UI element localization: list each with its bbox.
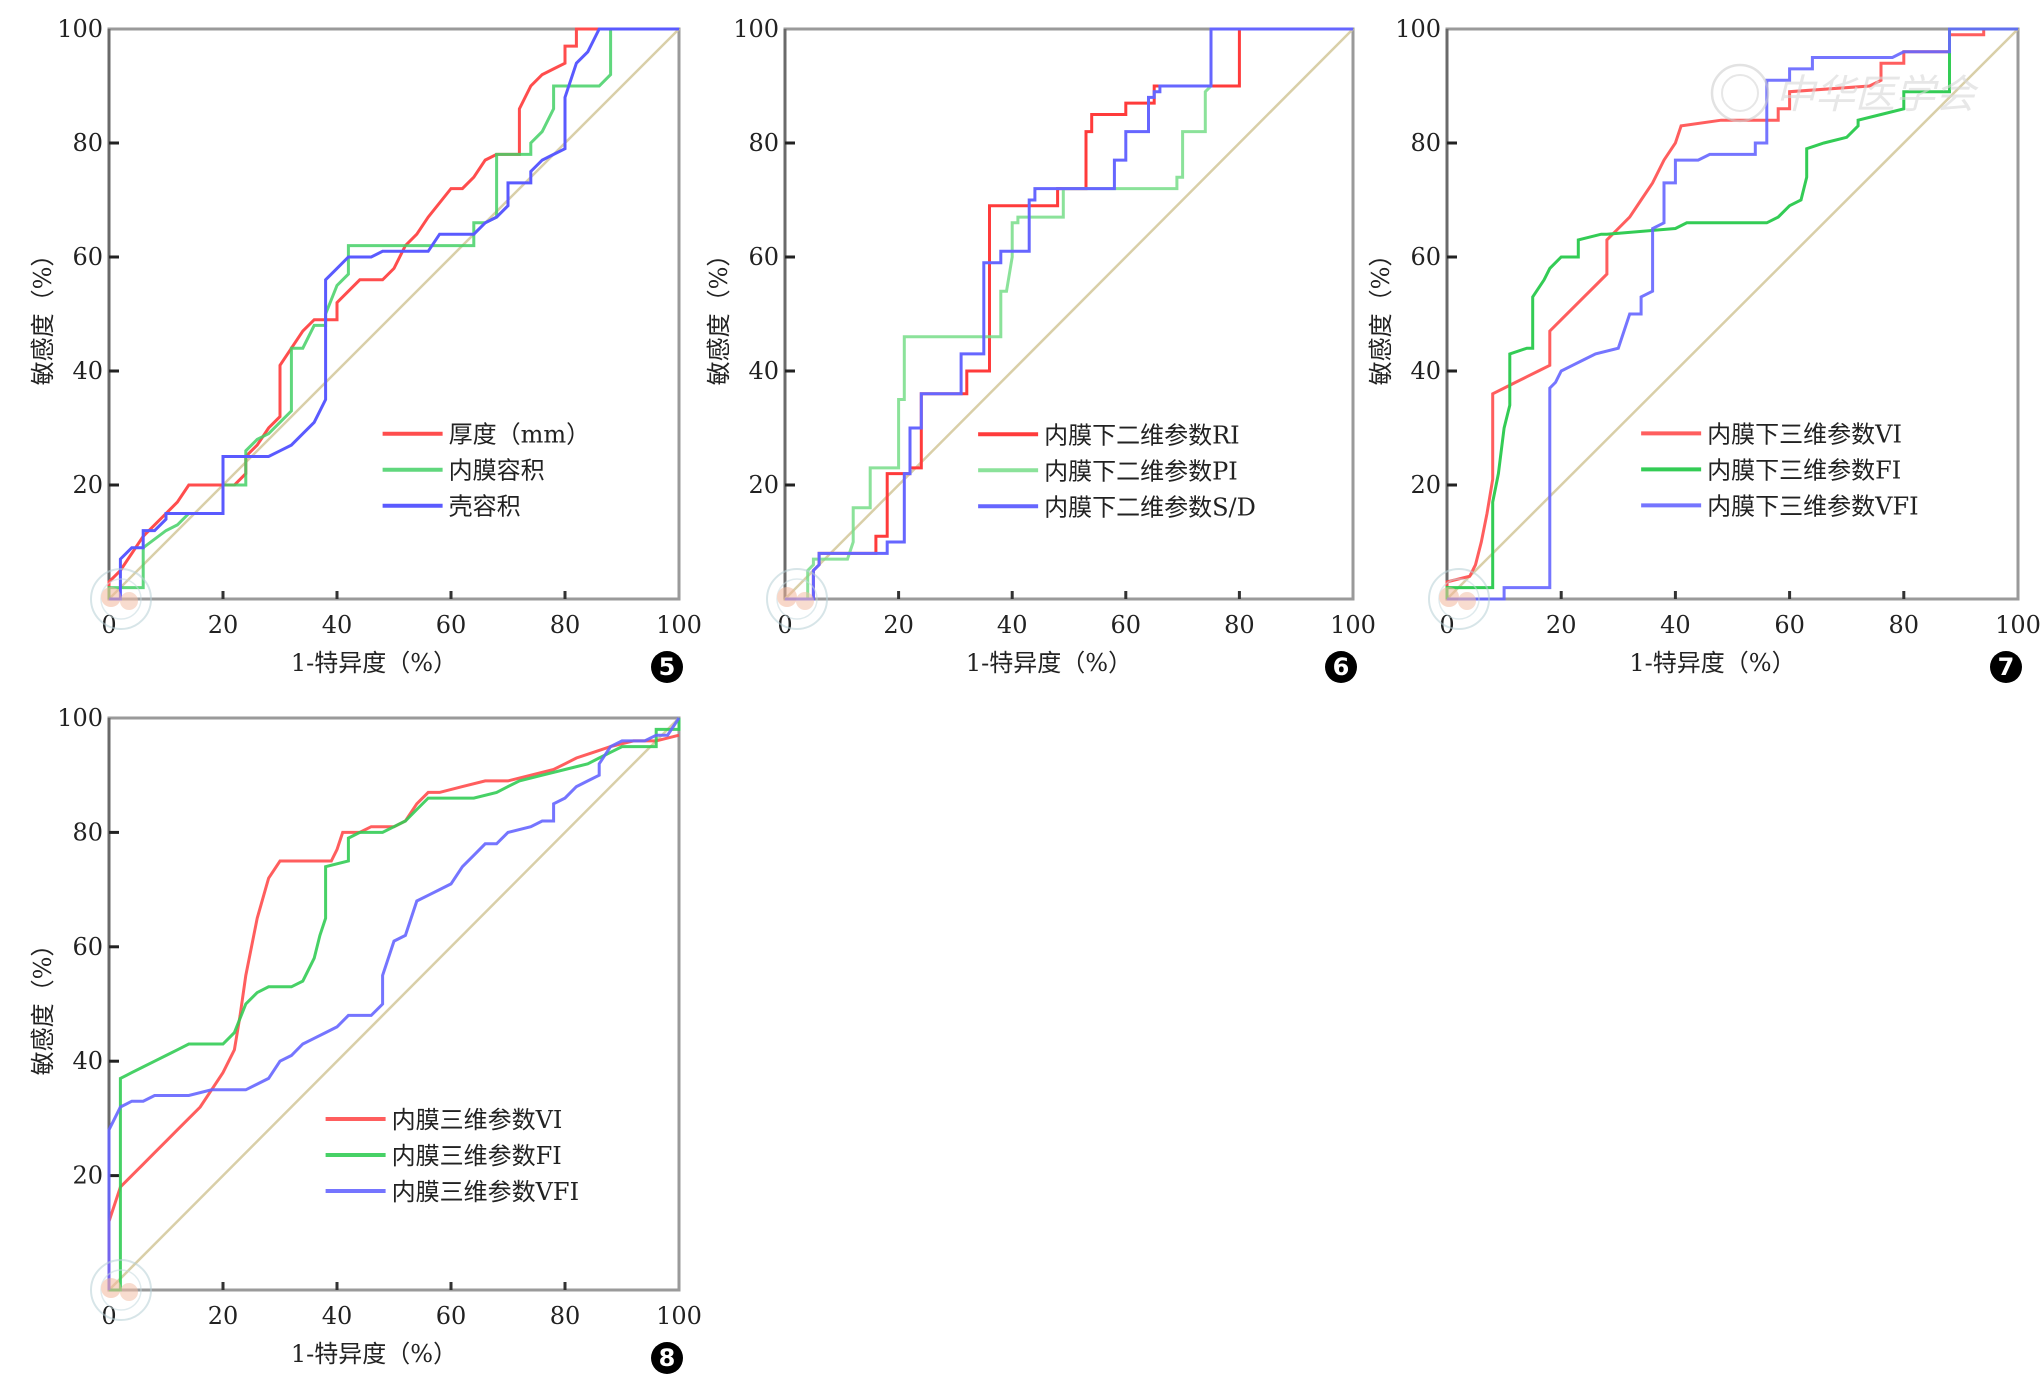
y-tick-label: 40 xyxy=(72,357,103,385)
legend-label: 内膜下三维参数VI xyxy=(1707,420,1902,448)
x-tick-label: 60 xyxy=(436,611,467,639)
watermark: 中华医学会 xyxy=(1710,63,1979,123)
y-tick-label: 80 xyxy=(748,129,779,157)
y-tick-label: 100 xyxy=(57,704,103,732)
legend-label: 内膜下二维参数PI xyxy=(1044,457,1238,485)
x-tick-label: 20 xyxy=(208,1302,239,1330)
reference-diagonal-line xyxy=(784,28,1354,600)
legend-label: 内膜下二维参数S/D xyxy=(1044,493,1256,521)
x-tick-label: 60 xyxy=(1774,611,1805,639)
roc-curve-1 xyxy=(1445,27,2018,599)
x-axis-title: 1-特异度（%） xyxy=(291,1340,457,1368)
y-tick-label: 20 xyxy=(72,471,103,499)
panel-number-badge xyxy=(1990,651,2022,683)
x-tick-label: 60 xyxy=(1111,611,1142,639)
x-tick-label: 80 xyxy=(1224,611,1255,639)
y-tick-label: 100 xyxy=(1395,15,1441,43)
y-tick-label: 20 xyxy=(72,1162,103,1190)
legend: 内膜下三维参数VI 内膜下三维参数FI 内膜下三维参数VFI xyxy=(1641,420,1919,520)
origin-seal-icon xyxy=(90,1259,152,1321)
y-tick-label: 60 xyxy=(72,243,103,271)
watermark-text: 中华医学会 xyxy=(1775,72,1979,118)
x-tick-label: 40 xyxy=(322,611,353,639)
panel-number-badge xyxy=(1325,651,1357,683)
panel-number: 6 xyxy=(1333,653,1350,681)
x-tick-label: 20 xyxy=(208,611,239,639)
panel-number: 5 xyxy=(659,653,676,681)
society-seal-icon xyxy=(1710,63,1770,123)
panel-number: 8 xyxy=(659,1344,676,1372)
reference-diagonal-line xyxy=(108,28,680,600)
x-tick-label: 80 xyxy=(550,611,581,639)
y-tick-label: 100 xyxy=(57,15,103,43)
x-tick-label: 80 xyxy=(550,1302,581,1330)
legend-label: 内膜三维参数FI xyxy=(392,1142,562,1170)
roc-curve-1 xyxy=(107,27,679,599)
y-tick-label: 40 xyxy=(748,357,779,385)
legend-label: 内膜下二维参数RI xyxy=(1044,421,1240,449)
legend: 内膜下二维参数RI 内膜下二维参数PI 内膜下二维参数S/D xyxy=(978,421,1256,521)
roc-curve-3 xyxy=(785,27,1353,601)
x-tick-label: 40 xyxy=(1660,611,1691,639)
legend-label: 内膜容积 xyxy=(449,457,545,485)
legend-label: 内膜三维参数VFI xyxy=(392,1178,579,1206)
y-tick-label: 20 xyxy=(748,471,779,499)
roc-curve-2 xyxy=(109,718,681,1292)
panel-number-badge xyxy=(651,1342,683,1374)
legend: 内膜三维参数VI 内膜三维参数FI 内膜三维参数VFI xyxy=(325,1106,579,1206)
x-tick-label: 100 xyxy=(656,1302,702,1330)
y-axis-title: 敏感度（%） xyxy=(29,243,57,386)
roc-curve-3 xyxy=(1447,27,2018,601)
legend-label: 内膜下三维参数VFI xyxy=(1707,492,1918,520)
y-tick-label: 80 xyxy=(1410,129,1441,157)
panel-number: 7 xyxy=(1998,653,2015,681)
roc-curve-2 xyxy=(785,27,1353,601)
y-tick-label: 20 xyxy=(1410,471,1441,499)
x-tick-label: 20 xyxy=(883,611,914,639)
reference-diagonal-line xyxy=(108,717,680,1291)
y-tick-label: 60 xyxy=(1410,243,1441,271)
y-tick-label: 100 xyxy=(733,15,779,43)
x-axis-title: 1-特异度（%） xyxy=(1629,649,1795,677)
roc-curve-2 xyxy=(1445,27,2018,599)
roc-curve-3 xyxy=(109,27,679,601)
x-tick-label: 100 xyxy=(1995,611,2041,639)
x-tick-label: 40 xyxy=(997,611,1028,639)
x-axis-title: 1-特异度（%） xyxy=(291,649,457,677)
x-tick-label: 40 xyxy=(322,1302,353,1330)
x-tick-label: 100 xyxy=(1330,611,1376,639)
x-axis-title: 1-特异度（%） xyxy=(966,649,1132,677)
origin-seal-icon xyxy=(90,568,152,630)
origin-seal-icon xyxy=(1428,568,1490,630)
x-tick-label: 20 xyxy=(1546,611,1577,639)
roc-curve-1 xyxy=(107,733,680,1290)
legend-label: 内膜三维参数VI xyxy=(392,1106,563,1134)
x-tick-label: 100 xyxy=(656,611,702,639)
y-tick-label: 40 xyxy=(72,1047,103,1075)
roc-chart-5: 0 20 40 60 80 100204060801001-特异度（%）敏感度（%）厚度（… xyxy=(29,15,702,683)
roc-chart-6: 0 20 40 60 80 100204060801001-特异度（%）敏感度（%）内膜下… xyxy=(705,15,1376,683)
legend-label: 内膜下三维参数FI xyxy=(1707,456,1901,484)
y-axis-title: 敏感度（%） xyxy=(1367,243,1395,386)
reference-diagonal-line xyxy=(1446,28,2019,600)
y-tick-label: 80 xyxy=(72,129,103,157)
x-tick-label: 80 xyxy=(1889,611,1920,639)
y-tick-label: 40 xyxy=(1410,357,1441,385)
y-axis-title: 敏感度（%） xyxy=(705,243,733,386)
roc-chart-8: 0 20 40 60 80 100204060801001-特异度（%）敏感度（%）内膜三… xyxy=(29,704,702,1374)
roc-chart-7: 0 20 40 60 80 100204060801001-特异度（%）敏感度（%）内膜下… xyxy=(1367,15,2041,683)
y-tick-label: 60 xyxy=(748,243,779,271)
legend-label: 壳容积 xyxy=(449,493,521,521)
origin-seal-icon xyxy=(766,568,828,630)
y-tick-label: 80 xyxy=(72,818,103,846)
legend-label: 厚度（mm） xyxy=(449,421,591,449)
y-tick-label: 60 xyxy=(72,933,103,961)
y-axis-title: 敏感度（%） xyxy=(29,933,57,1076)
roc-curve-3 xyxy=(107,717,681,1290)
x-tick-label: 60 xyxy=(436,1302,467,1330)
panel-number-badge xyxy=(651,651,683,683)
